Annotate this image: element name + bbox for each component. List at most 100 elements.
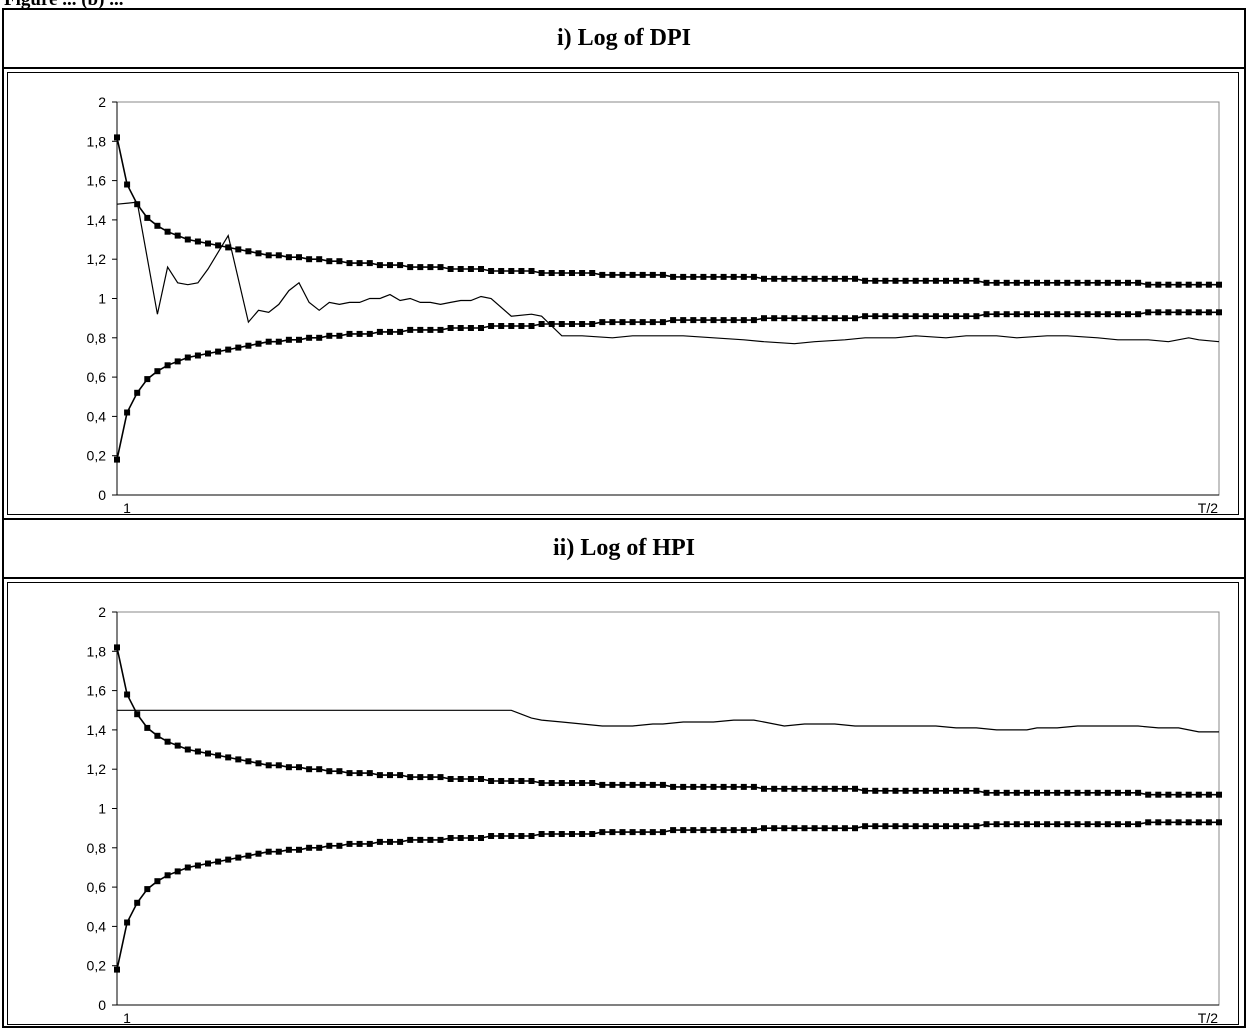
data-point — [670, 317, 677, 324]
data-point — [1125, 821, 1131, 828]
data-point — [862, 313, 869, 320]
data-point — [922, 787, 929, 794]
divider — [4, 518, 1244, 520]
data-point — [1094, 789, 1101, 796]
data-point — [518, 323, 525, 329]
divider — [4, 577, 1244, 579]
data-point — [1135, 279, 1142, 286]
data-point — [963, 277, 970, 284]
data-point — [1003, 789, 1010, 796]
data-point — [1205, 309, 1212, 316]
chart-2-box: 0 0,2 0,4 0,6 0,8 1 1,2 1,4 1,6 1,8 2 1 T/2 — [7, 582, 1239, 1026]
data-point — [730, 273, 737, 280]
data-point — [538, 270, 545, 276]
data-point — [457, 266, 464, 272]
data-point — [356, 260, 363, 267]
data-point — [973, 823, 980, 830]
data-point — [1205, 819, 1212, 826]
data-point — [700, 273, 707, 280]
data-point — [882, 277, 889, 284]
data-point — [720, 827, 727, 834]
data-point — [194, 238, 201, 245]
data-point — [1155, 819, 1162, 826]
data-point — [1165, 309, 1172, 316]
caption-fragment: Figure ... (b) ... — [0, 0, 1248, 8]
data-point — [1044, 789, 1051, 796]
data-point — [579, 831, 586, 837]
data-point — [1044, 311, 1051, 318]
data-point — [761, 315, 767, 322]
data-point — [841, 315, 848, 322]
data-point — [1034, 821, 1040, 828]
y-tick-label: 0,4 — [87, 408, 107, 424]
data-point — [902, 277, 909, 284]
data-point — [154, 878, 161, 885]
data-point — [720, 273, 727, 280]
data-point — [629, 319, 636, 326]
data-point — [569, 780, 575, 786]
data-point — [953, 313, 960, 320]
data-point — [912, 313, 919, 320]
data-point — [720, 783, 727, 790]
data-point — [943, 823, 949, 830]
data-point — [205, 240, 211, 247]
data-point — [973, 277, 980, 284]
data-point — [1003, 279, 1010, 286]
data-point — [417, 836, 424, 843]
data-point — [467, 835, 474, 841]
data-point — [275, 338, 282, 345]
data-point — [801, 315, 808, 322]
data-point — [690, 827, 697, 834]
data-point — [983, 311, 990, 318]
data-point — [670, 783, 677, 790]
data-point — [862, 823, 869, 830]
data-point — [902, 313, 909, 320]
data-point — [174, 232, 181, 239]
data-point — [811, 315, 818, 322]
data-point — [639, 829, 646, 836]
data-point — [427, 264, 434, 271]
data-point — [579, 780, 586, 786]
data-point — [1195, 281, 1202, 288]
data-point — [356, 840, 363, 847]
data-point — [336, 768, 343, 775]
data-point — [427, 836, 434, 843]
data-point — [619, 829, 626, 836]
data-point — [821, 825, 828, 832]
data-point — [629, 271, 636, 278]
x-tick-label: T/2 — [1198, 500, 1218, 514]
data-point — [912, 787, 919, 794]
data-point — [599, 781, 606, 788]
data-point — [710, 783, 717, 790]
data-point — [508, 778, 515, 784]
data-point — [912, 823, 919, 830]
y-tick-label: 1,8 — [87, 133, 107, 149]
data-point — [872, 277, 879, 284]
data-point — [275, 848, 282, 855]
data-point — [569, 270, 575, 276]
data-point — [1003, 311, 1010, 318]
panel-1-title: i) Log of DPI — [557, 25, 691, 51]
data-point — [1023, 789, 1030, 796]
data-point — [821, 785, 828, 792]
data-point — [346, 770, 353, 777]
data-point — [215, 752, 222, 759]
data-point — [872, 313, 879, 320]
data-point — [710, 273, 717, 280]
data-point — [235, 344, 242, 351]
data-point — [740, 273, 747, 280]
data-point — [376, 328, 383, 335]
data-point — [1216, 791, 1222, 798]
data-point — [761, 275, 767, 282]
data-point — [649, 271, 656, 278]
data-point — [397, 328, 404, 335]
data-point — [235, 246, 242, 253]
data-point — [184, 746, 191, 753]
data-point — [750, 317, 757, 324]
data-point — [154, 222, 161, 229]
x-tick-label: 1 — [123, 1010, 131, 1024]
data-point — [1125, 279, 1131, 286]
data-point — [1064, 279, 1071, 286]
data-point — [659, 829, 666, 836]
data-point — [447, 835, 454, 841]
